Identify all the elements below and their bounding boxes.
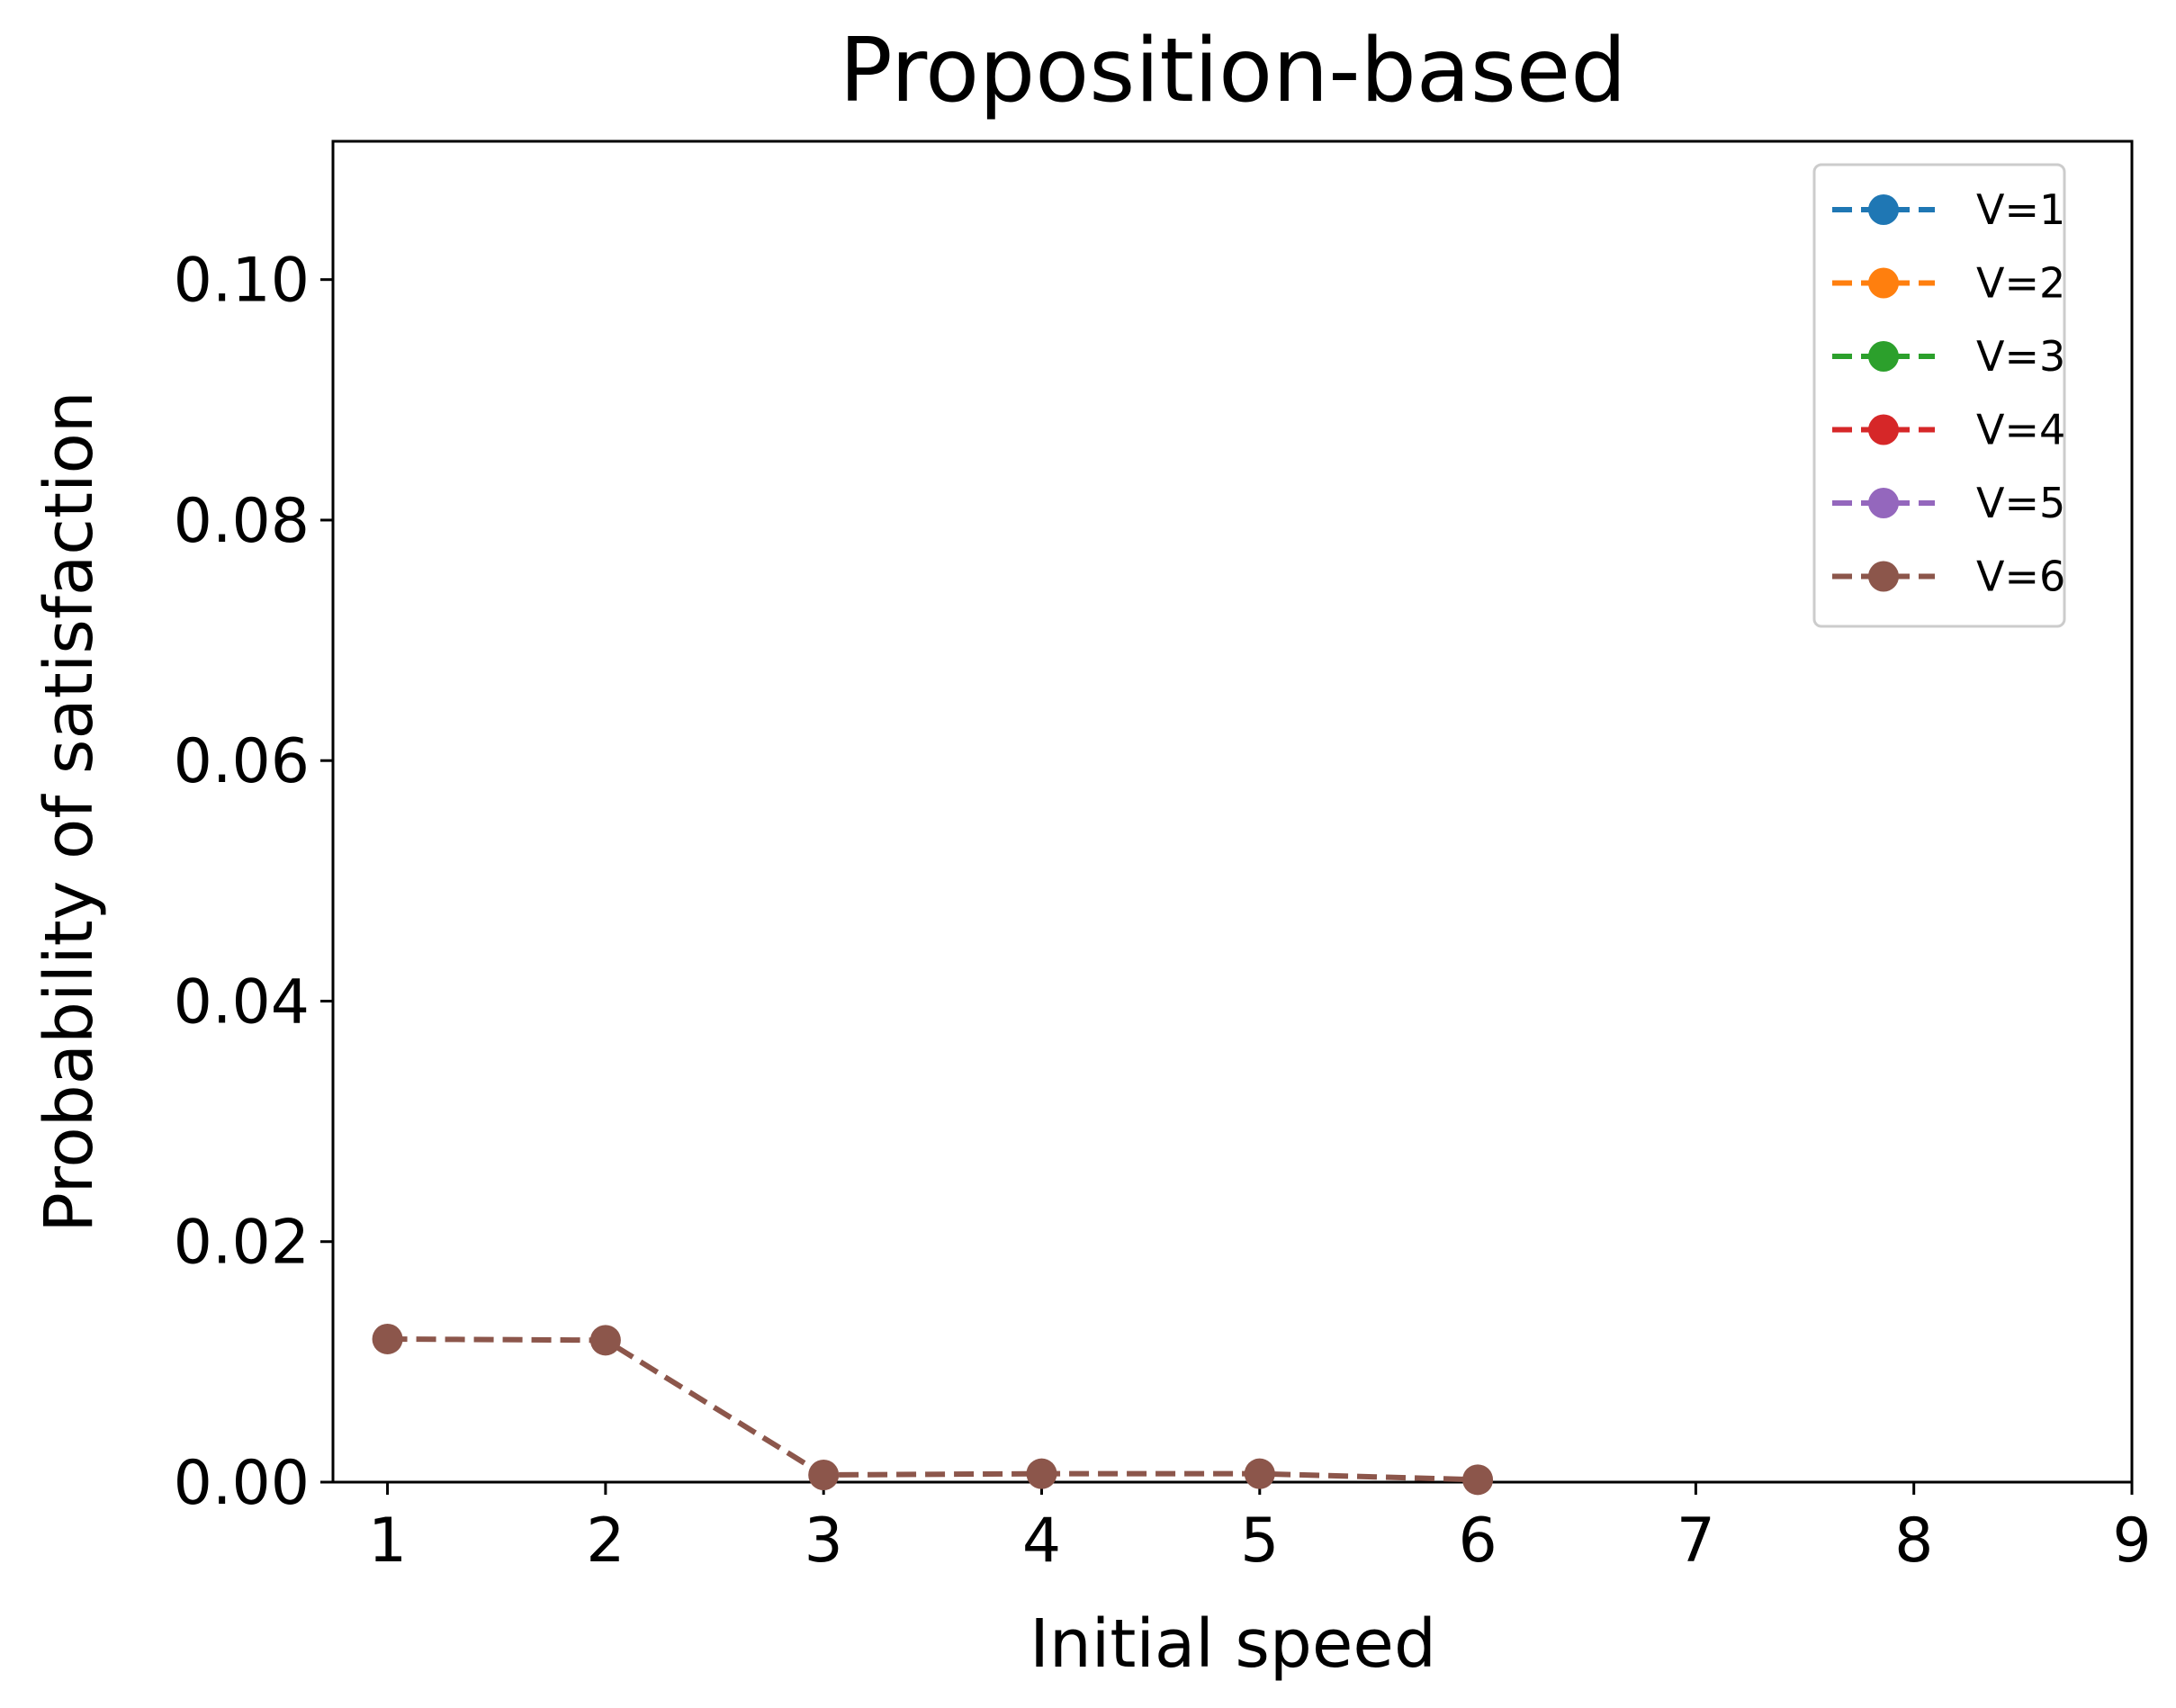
- x-tick-label: 1: [368, 1506, 407, 1577]
- x-tick-label: 6: [1458, 1506, 1497, 1577]
- legend-marker-2: [1868, 267, 1899, 299]
- x-tick-label: 8: [1894, 1506, 1933, 1577]
- y-tick-label: 0.06: [174, 726, 310, 797]
- legend-label: V=4: [1976, 406, 2065, 454]
- legend-marker-5: [1868, 488, 1899, 518]
- legend: V=1 V=2 V=3 V=4 V=5 V=6: [1812, 163, 2066, 628]
- data-point: [808, 1459, 840, 1490]
- x-tick-label: 2: [586, 1506, 625, 1577]
- data-point: [1462, 1464, 1494, 1496]
- legend-label: V=3: [1976, 332, 2065, 381]
- y-tick-label: 0.02: [174, 1208, 310, 1279]
- data-point: [1244, 1458, 1275, 1489]
- data-point: [589, 1325, 621, 1356]
- x-tick-label: 3: [805, 1506, 843, 1577]
- legend-label: V=6: [1976, 553, 2065, 601]
- x-tick-label: 4: [1022, 1506, 1061, 1577]
- y-tick-label: 0.00: [174, 1448, 310, 1519]
- legend-marker-3: [1868, 341, 1899, 372]
- legend-label: V=1: [1976, 185, 2065, 234]
- legend-label: V=5: [1976, 479, 2065, 527]
- y-tick-label: 0.08: [174, 486, 310, 557]
- legend-marker-4: [1868, 414, 1899, 445]
- data-point: [372, 1323, 403, 1354]
- legend-marker-1: [1868, 194, 1899, 225]
- data-point: [1026, 1458, 1057, 1489]
- x-tick-label: 7: [1677, 1506, 1715, 1577]
- y-tick-label: 0.04: [174, 966, 310, 1038]
- x-axis-label: Initial speed: [1030, 1605, 1436, 1683]
- legend-label: V=2: [1976, 259, 2065, 308]
- chart-title: Proposition-based: [840, 20, 1627, 122]
- plot-area: [331, 139, 2134, 1484]
- plot-frame: [331, 139, 2134, 1484]
- series-layer: [372, 1323, 1494, 1496]
- x-axis: 1 2 3 4 5 6 7 8 9: [368, 1482, 2152, 1577]
- x-tick-label: 5: [1240, 1506, 1279, 1577]
- legend-marker-6: [1868, 561, 1899, 592]
- x-tick-label: 9: [2112, 1506, 2151, 1577]
- y-tick-label: 0.10: [174, 246, 310, 317]
- series-line-v6: [387, 1335, 1479, 1483]
- y-axis: 0.00 0.02 0.04 0.06 0.08 0.10: [174, 246, 333, 1519]
- y-axis-label: Probability of satisfaction: [31, 391, 108, 1232]
